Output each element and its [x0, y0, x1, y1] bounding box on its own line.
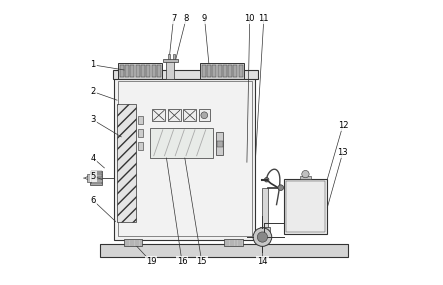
Text: 6: 6: [90, 196, 96, 205]
Bar: [87, 174, 91, 182]
Bar: [212, 65, 216, 77]
Bar: [199, 109, 210, 121]
Text: 8: 8: [183, 14, 189, 23]
Bar: [91, 178, 101, 180]
Bar: [91, 182, 101, 184]
Text: 7: 7: [171, 14, 176, 23]
Text: 15: 15: [197, 257, 207, 266]
Text: 19: 19: [146, 257, 156, 266]
Bar: [228, 65, 232, 77]
Bar: [117, 104, 136, 221]
Bar: [124, 239, 143, 246]
Bar: [218, 65, 222, 77]
Bar: [138, 142, 144, 150]
Bar: [233, 65, 237, 77]
Text: 4: 4: [90, 154, 96, 162]
Bar: [131, 65, 134, 77]
Text: 13: 13: [338, 148, 348, 157]
Bar: [202, 65, 206, 77]
Bar: [125, 65, 129, 77]
Bar: [163, 59, 178, 62]
Text: 12: 12: [338, 121, 348, 130]
Circle shape: [278, 185, 284, 190]
Text: 14: 14: [257, 257, 268, 266]
Bar: [146, 65, 150, 77]
Bar: [138, 116, 144, 124]
Bar: [136, 65, 140, 77]
Bar: [91, 174, 101, 177]
Bar: [168, 109, 181, 121]
Text: 3: 3: [90, 115, 96, 125]
Bar: [239, 65, 243, 77]
Text: 5: 5: [90, 172, 96, 181]
Bar: [118, 64, 162, 79]
Bar: [300, 176, 311, 179]
Bar: [152, 65, 155, 77]
Bar: [114, 78, 255, 240]
Bar: [217, 141, 223, 147]
Bar: [173, 54, 175, 59]
Bar: [113, 70, 258, 79]
Bar: [284, 179, 327, 234]
Text: 1: 1: [90, 60, 96, 69]
Bar: [150, 128, 213, 158]
Circle shape: [257, 232, 268, 242]
Bar: [224, 239, 243, 246]
Text: 10: 10: [245, 14, 255, 23]
Bar: [120, 65, 124, 77]
Bar: [168, 54, 171, 59]
Bar: [138, 129, 144, 137]
Bar: [152, 109, 165, 121]
Bar: [262, 188, 268, 229]
Bar: [207, 65, 211, 77]
Circle shape: [264, 178, 269, 182]
Text: 16: 16: [177, 257, 187, 266]
Bar: [118, 81, 252, 237]
Bar: [141, 65, 145, 77]
Text: 2: 2: [90, 87, 96, 96]
Circle shape: [253, 228, 272, 246]
Bar: [260, 227, 270, 231]
Circle shape: [201, 112, 208, 119]
Bar: [200, 64, 244, 79]
Bar: [157, 65, 161, 77]
Bar: [217, 132, 223, 155]
Bar: [90, 171, 102, 185]
Bar: [91, 171, 101, 173]
Bar: [100, 244, 349, 257]
Bar: [183, 109, 196, 121]
Circle shape: [302, 170, 309, 178]
Text: 9: 9: [202, 14, 207, 23]
Text: 11: 11: [259, 14, 269, 23]
Bar: [167, 60, 175, 79]
Bar: [286, 182, 325, 232]
Bar: [223, 65, 227, 77]
